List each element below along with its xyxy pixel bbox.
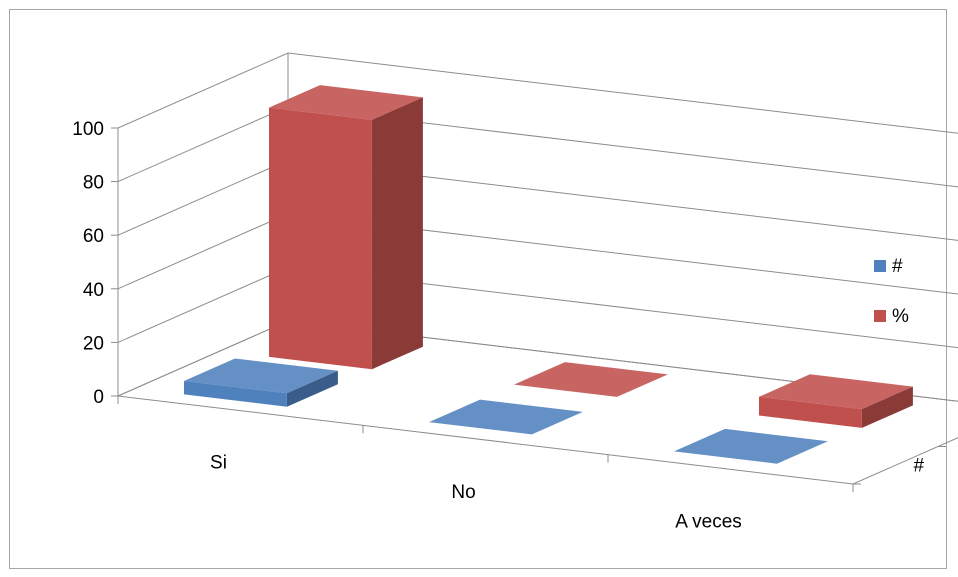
chart-frame — [9, 9, 947, 569]
bar-side — [861, 386, 913, 428]
x-tick-label: Si — [210, 453, 227, 474]
bar-#-No — [429, 399, 583, 435]
bar-%-No — [514, 362, 668, 397]
x-tick-label: No — [451, 482, 475, 503]
gridline — [117, 106, 958, 188]
depth-axis: #% — [914, 455, 925, 476]
y-tick-label: 80 — [83, 173, 104, 194]
bar-#-A veces — [674, 428, 828, 464]
gridline — [117, 52, 958, 134]
y-tick-label: 20 — [83, 333, 104, 354]
y-tick-label: 100 — [72, 119, 104, 140]
legend-label: % — [892, 306, 909, 327]
x-axis: Si No A veces — [210, 453, 742, 533]
bar-top — [269, 85, 423, 120]
depth-label: # — [914, 455, 925, 476]
bar-%-Si — [269, 85, 423, 370]
bar-top — [429, 399, 583, 435]
y-tick-label: 0 — [93, 387, 104, 408]
y-tick-label: 40 — [83, 280, 104, 301]
bar-top — [184, 358, 338, 394]
bar-front — [759, 396, 862, 428]
legend-swatch — [874, 260, 886, 272]
bar-front — [184, 381, 287, 407]
legend-swatch — [874, 310, 886, 322]
bar-%-A veces — [759, 374, 913, 428]
gridline — [117, 159, 958, 241]
bar-#-Si — [184, 358, 338, 407]
bar-front — [269, 107, 372, 370]
bar-top — [759, 374, 913, 410]
chart-bars — [184, 85, 913, 464]
y-axis: 0 20 40 60 80 100 — [72, 119, 104, 408]
x-tick-label: A veces — [675, 511, 742, 532]
legend-label: # — [892, 256, 903, 277]
bar-side — [371, 97, 423, 370]
bar-side — [286, 370, 338, 407]
bar-top — [674, 428, 828, 464]
y-tick-label: 60 — [83, 226, 104, 247]
gridline — [117, 266, 958, 349]
bar-top — [514, 362, 668, 397]
gridline — [117, 213, 958, 295]
legend: #% — [874, 256, 909, 327]
